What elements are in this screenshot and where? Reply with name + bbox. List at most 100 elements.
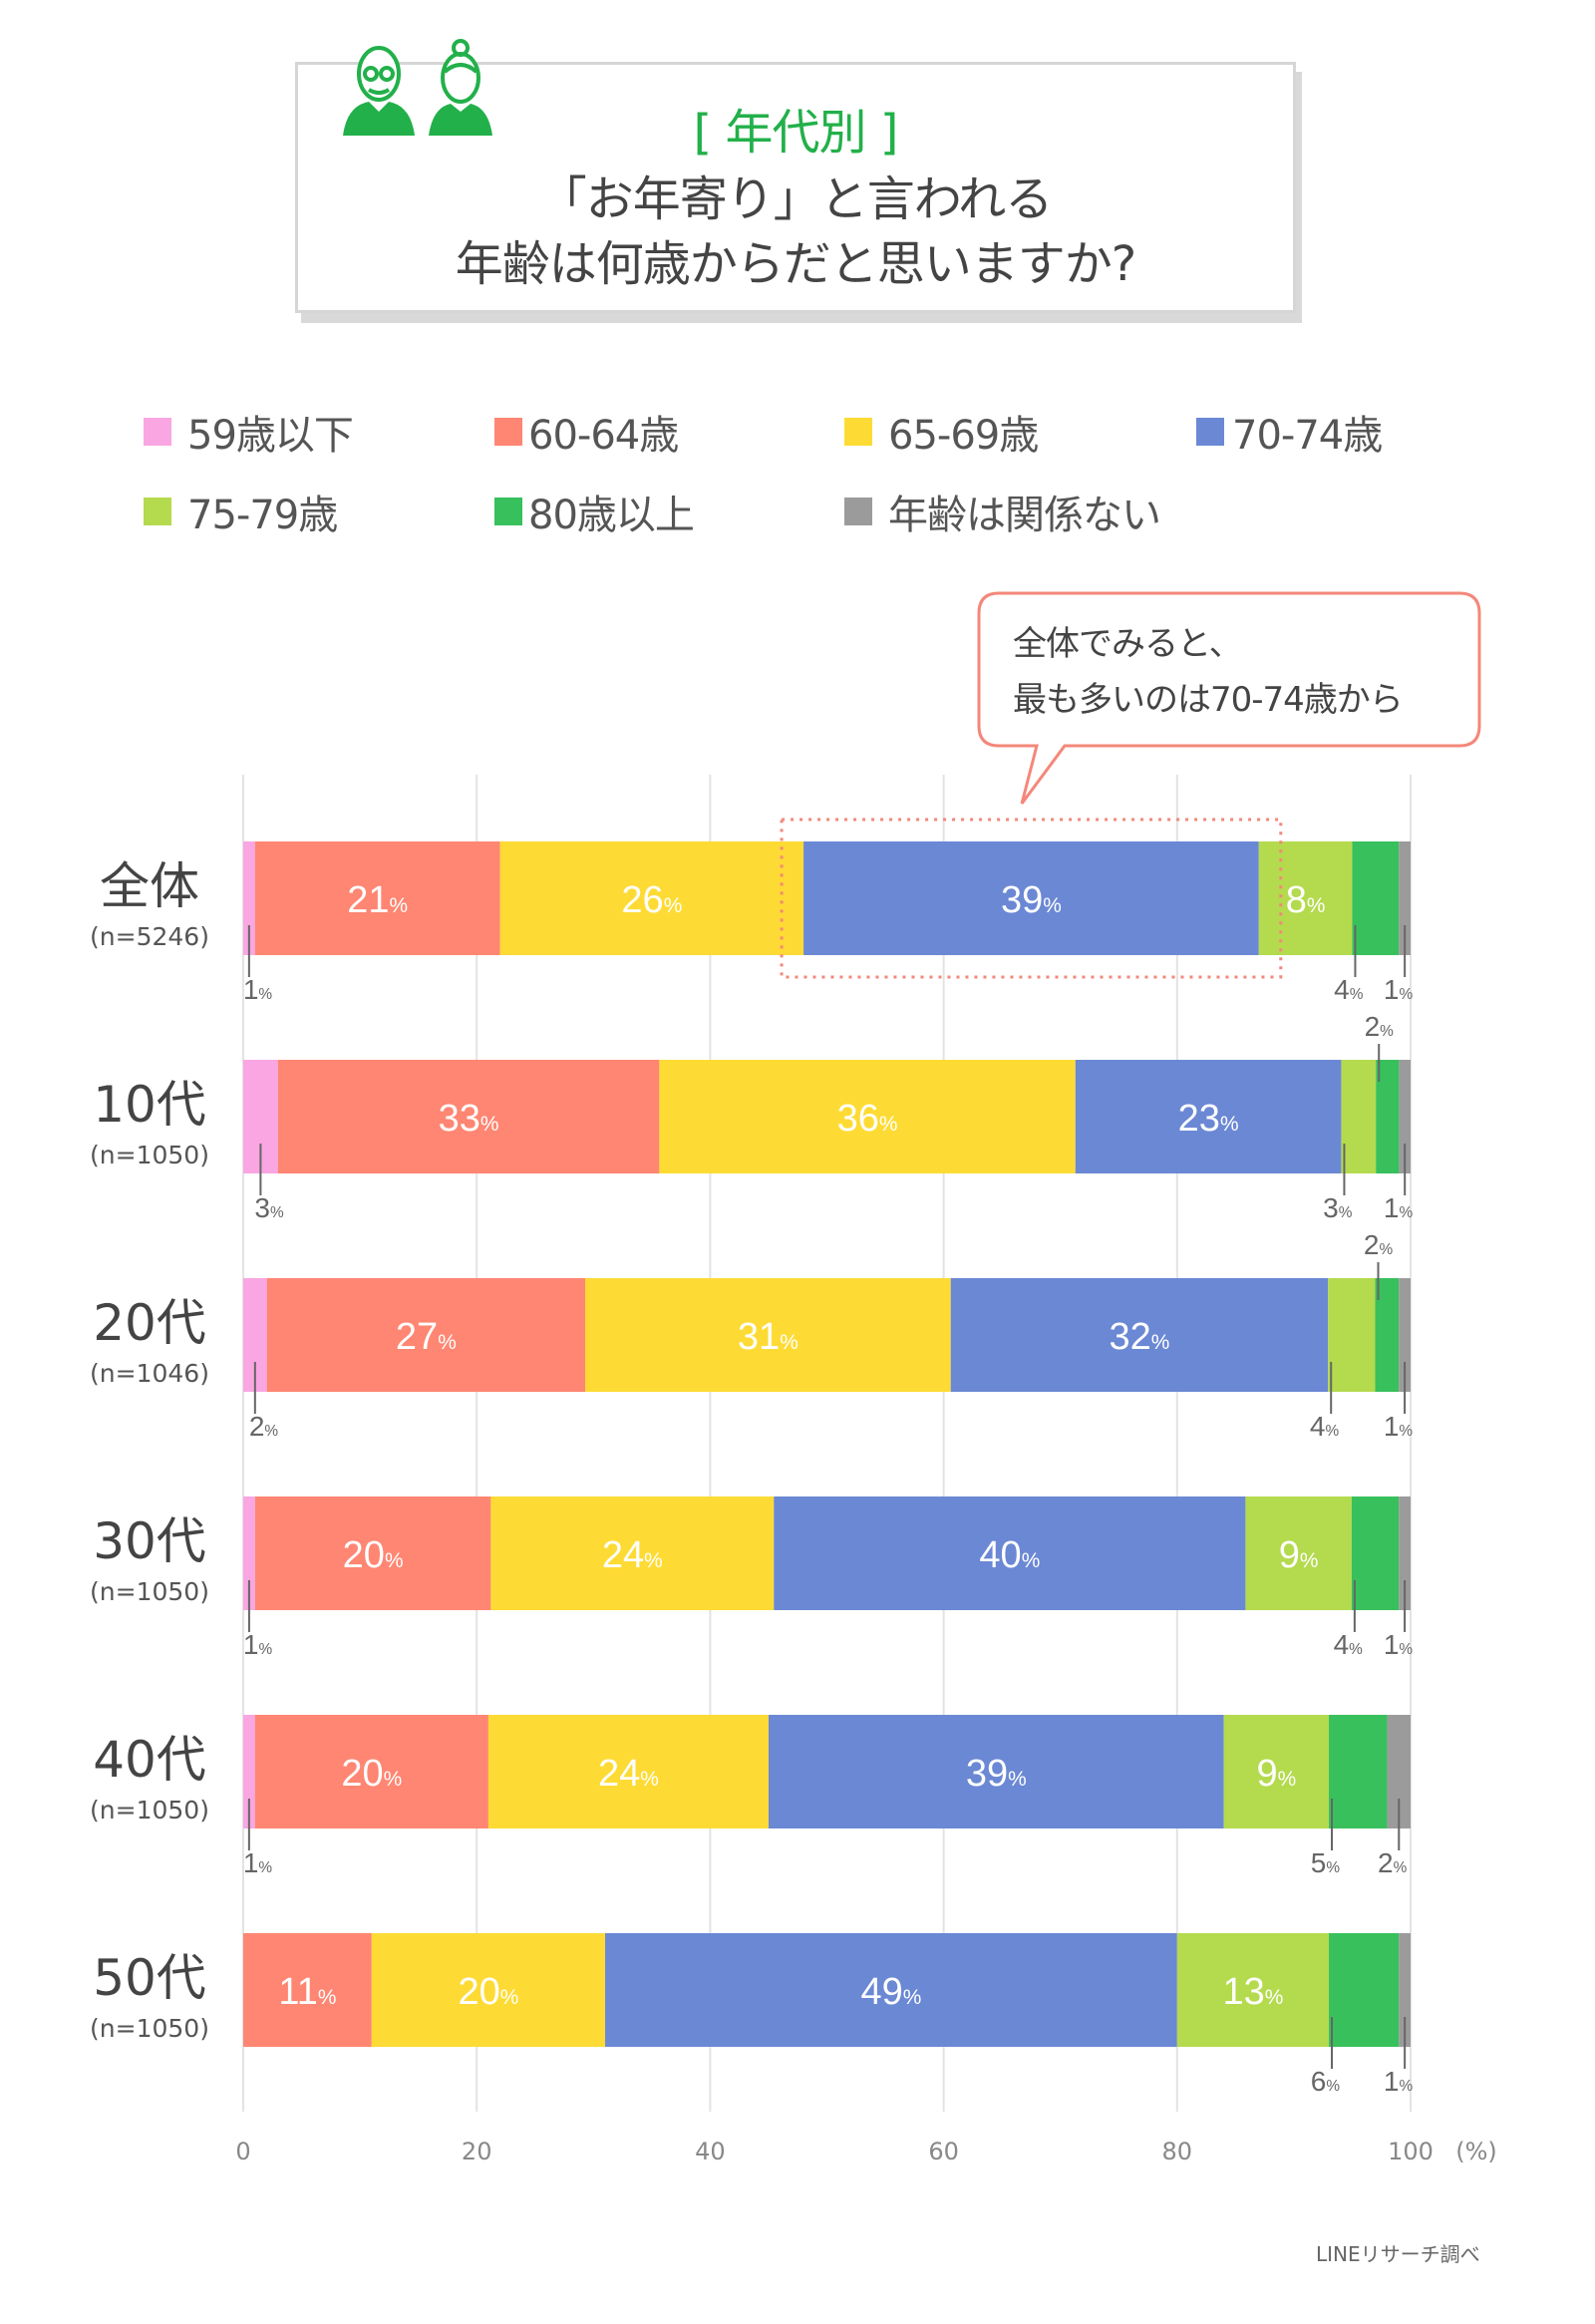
title-question: 年齢は何歳からだと思いますか?	[455, 236, 1136, 292]
legend-item: 80歳以上	[494, 483, 695, 540]
bar-segment	[254, 841, 500, 955]
legend-swatch	[144, 418, 171, 446]
legend-item: 65-69歳	[844, 403, 1039, 461]
legend-item: 75-79歳	[144, 483, 338, 540]
callout-text: 最も多いのは70-74歳から	[1013, 680, 1404, 720]
bar-segment	[1387, 1715, 1411, 1828]
legend-swatch	[144, 498, 171, 525]
legend-label: 年齢は関係ない	[888, 493, 1161, 538]
category-label: 20代	[93, 1294, 206, 1352]
data-label: 20%	[341, 1753, 402, 1795]
legend-swatch	[1196, 418, 1224, 446]
data-label: 24%	[598, 1753, 659, 1795]
x-unit-label: (%)	[1455, 2138, 1497, 2165]
legend-label: 59歳以下	[187, 413, 354, 459]
bar-segment	[774, 1496, 1246, 1610]
bar-segment	[1399, 1933, 1411, 2047]
bar-segment	[487, 1715, 769, 1828]
x-tick-label: 80	[1162, 2138, 1193, 2165]
category-label: 30代	[93, 1512, 206, 1570]
x-tick-label: 0	[235, 2138, 250, 2165]
data-label: 2%	[1378, 1847, 1408, 1878]
bar-segment	[1258, 841, 1353, 955]
source-note: LINEリサーチ調べ	[1316, 2242, 1480, 2266]
bar-segment	[605, 1933, 1177, 2047]
data-label: 1%	[1384, 1629, 1414, 1660]
bar-segment	[1328, 1278, 1376, 1392]
bar-segment	[1399, 841, 1411, 955]
bar-segment	[254, 1496, 491, 1610]
category-label: 50代	[93, 1949, 206, 2007]
data-label: 21%	[347, 879, 408, 921]
callout-text: 全体でみると、	[1013, 624, 1243, 664]
data-label: 6%	[1311, 2066, 1341, 2097]
category-n: (n=1050)	[90, 2014, 209, 2043]
data-label: 3%	[254, 1192, 284, 1223]
bar-segment	[1399, 1060, 1411, 1173]
bar-segment	[1376, 1060, 1400, 1173]
data-label: 36%	[837, 1098, 898, 1140]
elderly-couple-icon	[343, 39, 492, 136]
legend-label: 65-69歳	[888, 413, 1039, 459]
bar-segment	[243, 1933, 372, 2047]
data-label: 49%	[860, 1971, 921, 2013]
legend-swatch	[844, 498, 872, 525]
data-label: 1%	[1384, 1411, 1414, 1442]
category-n: (n=1046)	[90, 1359, 209, 1388]
legend-item: 70-74歳	[1196, 403, 1383, 461]
legend-label: 70-74歳	[1232, 413, 1383, 459]
bar-segment	[1399, 1278, 1411, 1392]
data-label: 32%	[1110, 1316, 1170, 1358]
data-label: 1%	[1384, 1192, 1414, 1223]
bar-segment	[1176, 1933, 1330, 2047]
data-label: 20%	[343, 1534, 404, 1576]
bar-segment	[1352, 841, 1400, 955]
legend-label: 80歳以上	[528, 493, 695, 538]
bar-segment	[254, 1715, 488, 1828]
data-label: 1%	[1384, 974, 1414, 1005]
title-category: [ 年代別 ]	[693, 105, 899, 161]
data-label: 4%	[1310, 1411, 1340, 1442]
data-label: 1%	[243, 974, 273, 1005]
callout-bubble	[977, 591, 1481, 805]
category-label: 40代	[93, 1731, 206, 1789]
data-label: 11%	[278, 1971, 336, 2013]
x-tick-label: 100	[1388, 2138, 1434, 2165]
bar-segment	[1399, 1496, 1411, 1610]
bar-segment	[371, 1933, 606, 2047]
data-label: 20%	[458, 1971, 518, 2013]
category-label: 10代	[93, 1076, 206, 1134]
x-tick-label: 60	[928, 2138, 959, 2165]
category-n: (n=5246)	[90, 922, 209, 951]
legend-item: 年齢は関係ない	[844, 483, 1161, 540]
bar-segment	[1351, 1496, 1400, 1610]
category-n: (n=1050)	[90, 1796, 209, 1825]
bar-segment	[1329, 1715, 1388, 1828]
data-label: 23%	[1178, 1098, 1239, 1140]
bar-segment	[1375, 1278, 1400, 1392]
data-label: 2%	[249, 1411, 279, 1442]
category-label: 全体	[100, 857, 199, 915]
legend-swatch	[844, 418, 872, 446]
bar-segment	[803, 841, 1259, 955]
data-label: 33%	[439, 1098, 499, 1140]
bar-segment	[659, 1060, 1076, 1173]
title-box: [ 年代別 ] 「お年寄り」と言われる 年齢は何歳からだと思いますか?	[295, 62, 1296, 313]
data-label: 4%	[1334, 1629, 1364, 1660]
bar-segment	[1341, 1060, 1377, 1173]
data-label: 5%	[1311, 1847, 1341, 1878]
bar-segment	[243, 1496, 255, 1610]
legend-swatch	[494, 418, 522, 446]
data-label: 24%	[602, 1534, 663, 1576]
legend-label: 75-79歳	[187, 493, 338, 538]
legend-item: 59歳以下	[144, 403, 354, 461]
legend-label: 60-64歳	[528, 413, 679, 459]
bar-segment	[768, 1715, 1224, 1828]
data-label: 27%	[396, 1316, 457, 1358]
bar-segment	[277, 1060, 660, 1173]
data-label: 31%	[738, 1316, 798, 1358]
bar-segment	[950, 1278, 1329, 1392]
bar-segment	[1329, 1933, 1400, 2047]
bar-segment	[243, 1715, 255, 1828]
